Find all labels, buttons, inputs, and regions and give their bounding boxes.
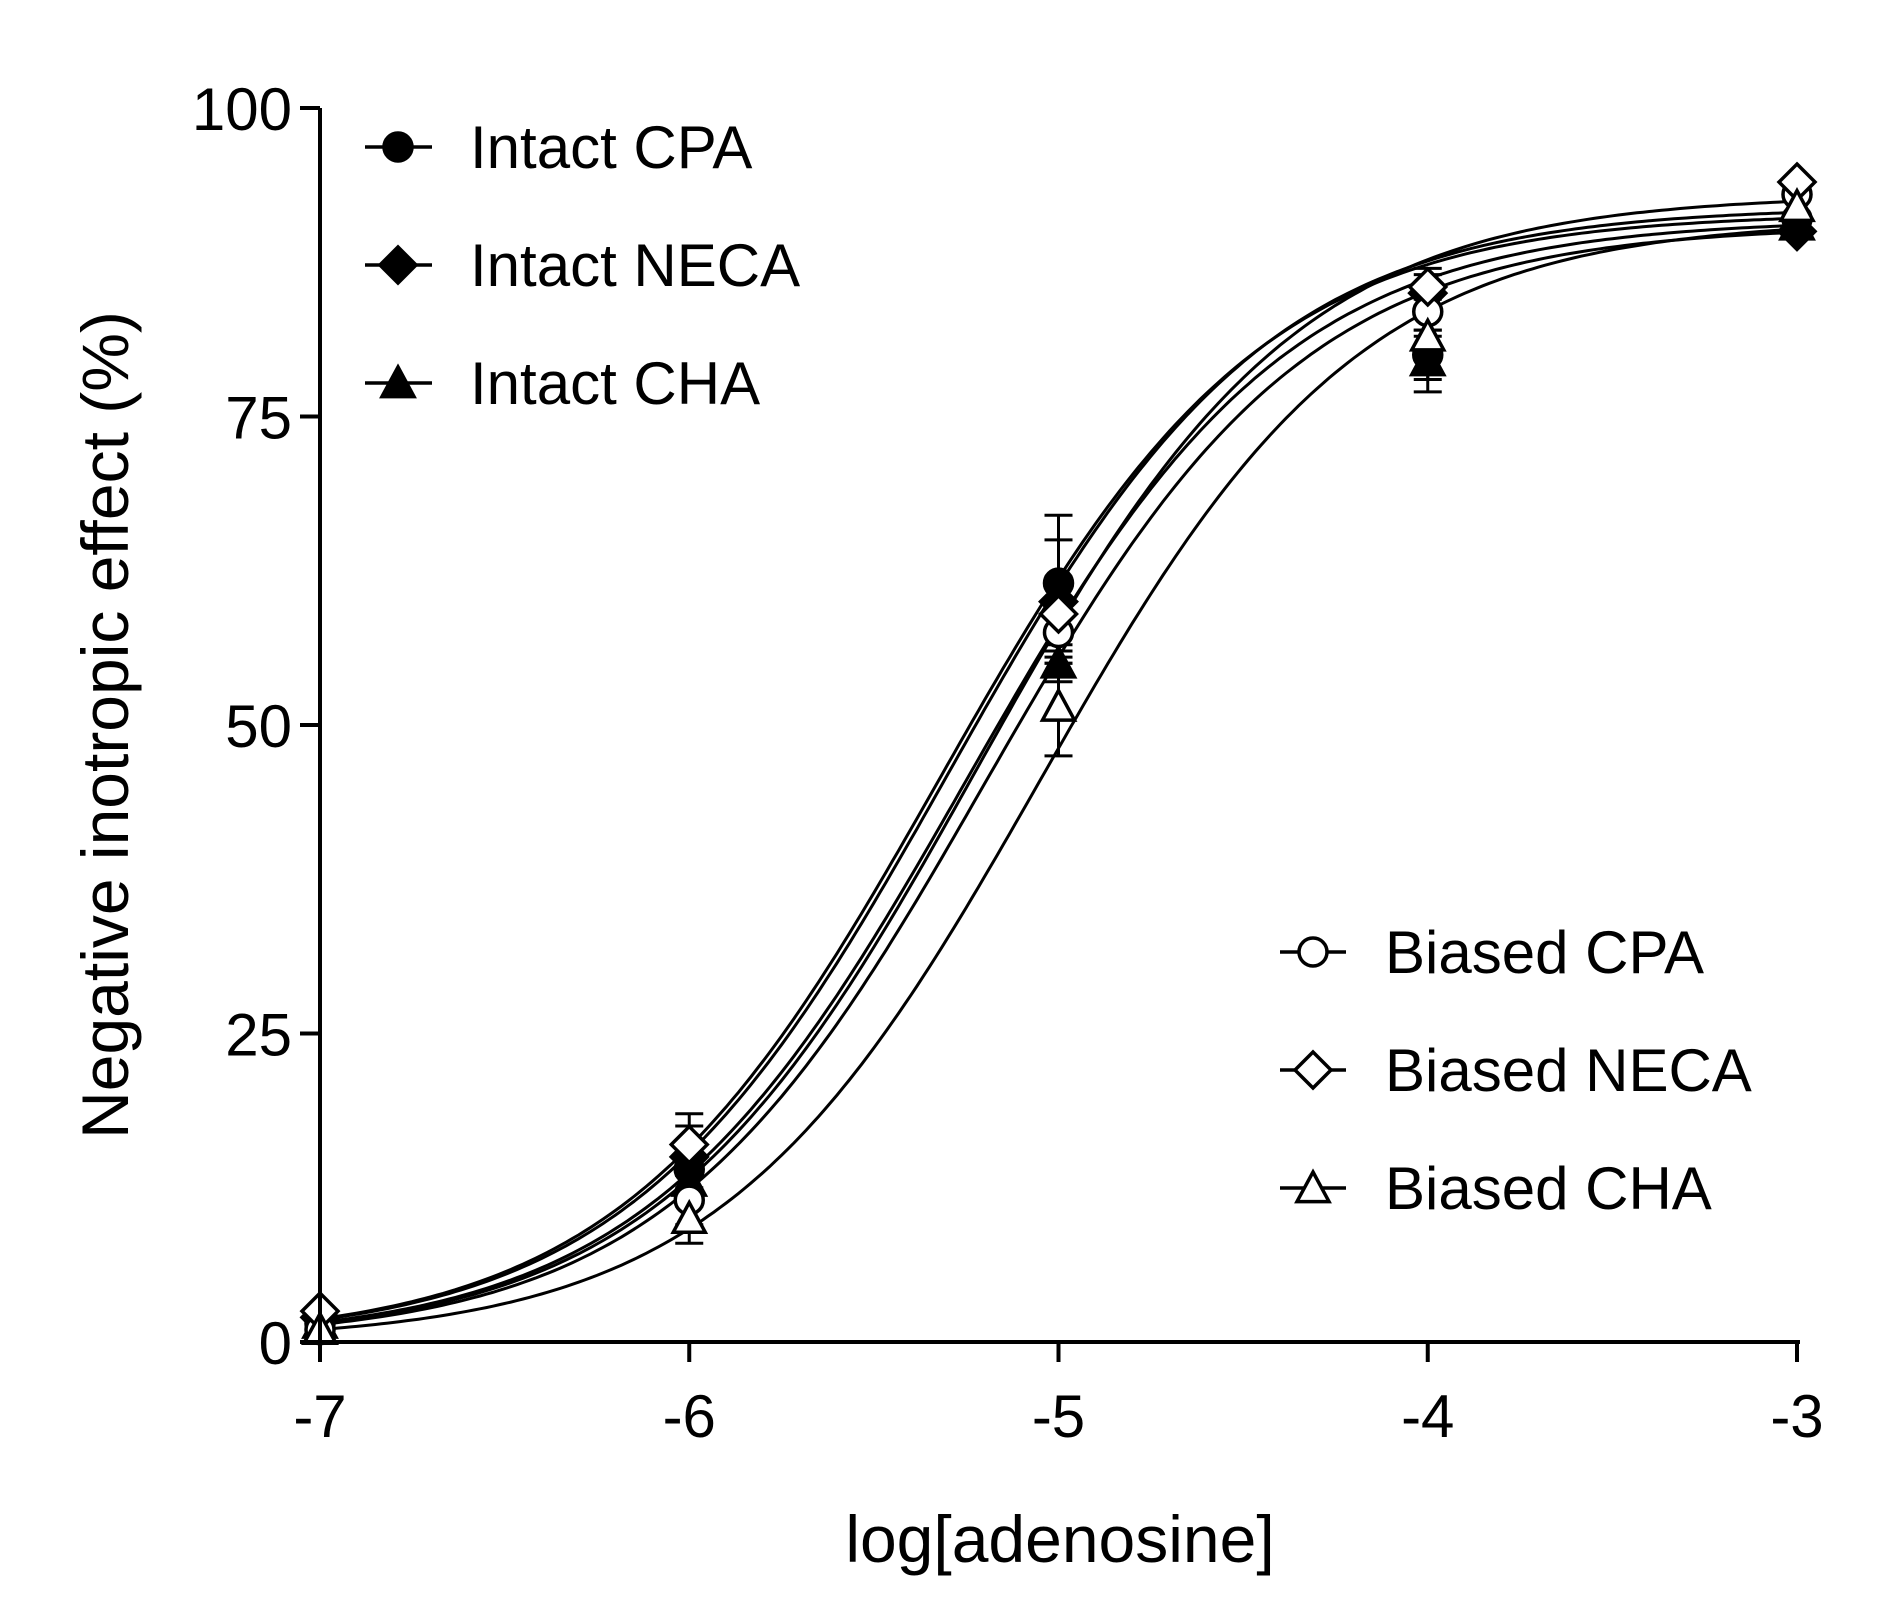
y-tick-label: 75 — [225, 385, 292, 452]
x-tick-label: -4 — [1401, 1383, 1454, 1450]
y-tick-label: 0 — [259, 1310, 292, 1377]
x-axis-title: log[adenosine] — [845, 1502, 1274, 1576]
point-biased-neca — [1038, 593, 1079, 635]
point-biased-cha — [1778, 187, 1816, 223]
x-tick-label: -3 — [1770, 1383, 1823, 1450]
legend-marker-intact-cpa — [382, 131, 414, 163]
legend-marker-biased-neca — [1292, 1049, 1334, 1091]
point-biased-cha — [1039, 686, 1078, 722]
legend-top-left: Intact CPA Intact NECA Intact CHA — [365, 114, 800, 417]
point-intact-cha — [1039, 643, 1078, 679]
y-tick-label: 100 — [192, 76, 292, 143]
legend-item-biased-cpa: Biased CPA — [1280, 919, 1704, 986]
x-tick-label: -5 — [1032, 1383, 1085, 1450]
legend-bottom-right: Biased CPA Biased NECA Biased CHA — [1280, 919, 1752, 1222]
x-tick-label: -7 — [293, 1383, 346, 1450]
point-intact-cha — [1408, 341, 1447, 377]
point-biased-cha — [670, 1198, 709, 1234]
legend-marker-biased-cpa — [1297, 936, 1329, 968]
legend-label: Intact NECA — [470, 232, 800, 299]
x-ticks: -7 -6 -5 -4 -3 — [293, 1342, 1824, 1450]
legend-label: Biased NECA — [1385, 1037, 1752, 1104]
legend-item-intact-cpa: Intact CPA — [365, 114, 752, 181]
point-biased-neca — [1407, 266, 1449, 308]
x-tick-label: -6 — [663, 1383, 716, 1450]
legend-label: Intact CHA — [470, 350, 760, 417]
y-tick-label: 25 — [225, 1002, 292, 1069]
point-intact-cha — [1778, 205, 1816, 241]
legend-label: Intact CPA — [470, 114, 752, 181]
legend-label: Biased CHA — [1385, 1155, 1712, 1222]
legend: Intact CPA Intact NECA Intact CHA Biased CP… — [365, 114, 1752, 1222]
legend-marker-biased-cha — [1294, 1168, 1332, 1204]
point-biased-cha — [1408, 316, 1447, 352]
error-bars — [675, 266, 1442, 1245]
legend-item-biased-neca: Biased NECA — [1280, 1037, 1752, 1104]
y-axis-title: Negative inotropic effect (%) — [68, 311, 142, 1139]
point-biased-neca — [668, 1124, 710, 1166]
legend-item-biased-cha: Biased CHA — [1280, 1155, 1712, 1222]
legend-marker-intact-cha — [379, 363, 417, 399]
legend-marker-intact-neca — [377, 244, 419, 286]
y-ticks: 0 25 50 75 100 — [192, 76, 320, 1377]
legend-item-intact-cha: Intact CHA — [365, 350, 760, 417]
legend-label: Biased CPA — [1385, 919, 1704, 986]
legend-item-intact-neca: Intact NECA — [365, 232, 800, 299]
y-tick-label: 50 — [225, 693, 292, 760]
